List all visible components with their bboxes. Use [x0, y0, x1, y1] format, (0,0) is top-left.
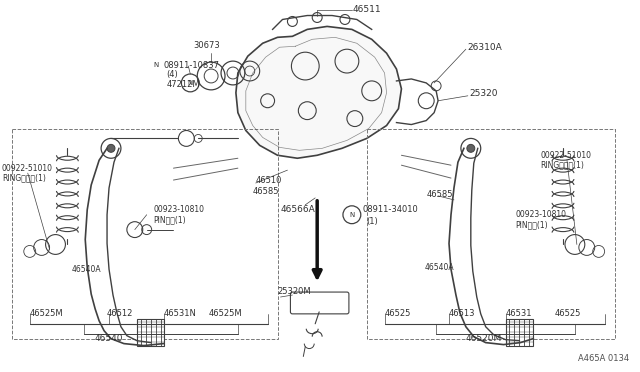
Text: A465A 0134: A465A 0134 — [578, 354, 629, 363]
Text: 46520M: 46520M — [465, 334, 502, 343]
Text: 08911-34010: 08911-34010 — [363, 205, 419, 214]
FancyBboxPatch shape — [291, 292, 349, 314]
Text: N: N — [188, 80, 193, 86]
Text: (1): (1) — [367, 217, 378, 226]
Text: 46525M: 46525M — [208, 310, 242, 318]
Text: 46540A: 46540A — [424, 263, 454, 272]
Bar — [367, 128, 614, 339]
Text: 46531N: 46531N — [164, 310, 196, 318]
Text: 46566A: 46566A — [280, 205, 316, 214]
Text: 25320M: 25320M — [278, 286, 311, 296]
Text: 46585: 46585 — [426, 190, 452, 199]
Text: 46540: 46540 — [95, 334, 124, 343]
Text: RINGリング(1): RINGリング(1) — [540, 161, 584, 170]
Text: N: N — [349, 212, 355, 218]
Polygon shape — [236, 26, 401, 158]
Text: N: N — [154, 62, 159, 68]
Text: 46511: 46511 — [353, 5, 381, 14]
Text: 46531: 46531 — [506, 310, 532, 318]
Text: 00923-10810: 00923-10810 — [154, 205, 205, 214]
Text: 47212M: 47212M — [166, 80, 200, 89]
Text: PINビン(1): PINビン(1) — [515, 220, 548, 229]
Text: 00923-10810: 00923-10810 — [515, 210, 566, 219]
Text: 46525M: 46525M — [29, 310, 63, 318]
Text: 26310A: 26310A — [468, 43, 502, 52]
Text: 25320: 25320 — [470, 89, 499, 98]
Text: 46585: 46585 — [253, 187, 279, 196]
Text: 00922-51010: 00922-51010 — [540, 151, 591, 160]
Text: 46540A: 46540A — [72, 265, 101, 274]
Text: 46512: 46512 — [107, 310, 133, 318]
Text: 46510: 46510 — [256, 176, 282, 185]
Text: 00922-51010: 00922-51010 — [2, 164, 53, 173]
Text: 46525: 46525 — [555, 310, 582, 318]
Text: PINビン(1): PINビン(1) — [154, 215, 186, 224]
Polygon shape — [506, 319, 533, 346]
Text: 08911-10837: 08911-10837 — [164, 61, 220, 70]
Text: (4): (4) — [166, 70, 179, 80]
Text: 30673: 30673 — [193, 41, 220, 50]
Polygon shape — [137, 319, 164, 346]
Circle shape — [467, 144, 475, 152]
Bar — [12, 128, 278, 339]
Text: 46525: 46525 — [385, 310, 411, 318]
Text: 46513: 46513 — [449, 310, 476, 318]
Circle shape — [107, 144, 115, 152]
Text: RINGリング(1): RINGリング(1) — [2, 174, 46, 183]
